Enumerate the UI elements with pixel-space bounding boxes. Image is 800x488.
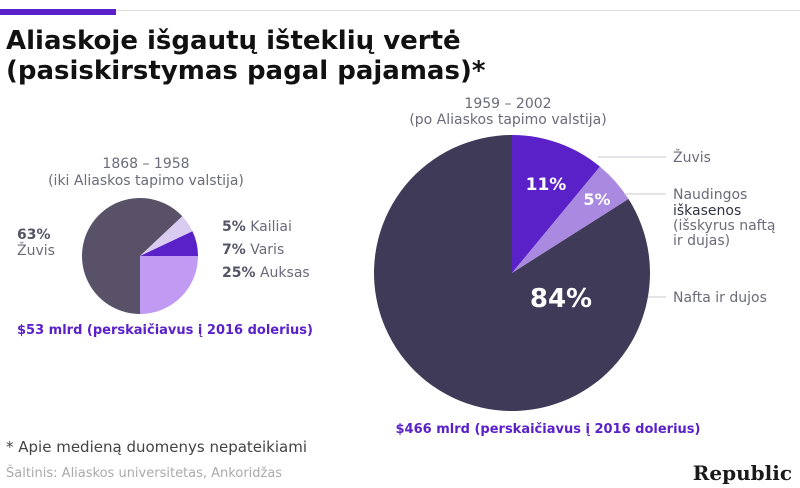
svg-text:5% Kailiai: 5% Kailiai: [222, 219, 292, 235]
svg-text:25% Auksas: 25% Auksas: [222, 265, 310, 281]
chart2-label-nafta: Nafta ir dujos: [673, 290, 767, 306]
pie-slice-zuvis: [81, 198, 183, 314]
chart1-label-zuvis-pct: 63%: [17, 227, 51, 243]
footnote: * Apie medieną duomenys nepateikiami: [6, 438, 308, 456]
pct-label: 5%: [222, 219, 246, 235]
chart2-total-note: $466 mlrd (perskaičiavus į 2016 dolerius…: [396, 422, 701, 437]
title-line-2: (pasiskirstymas pagal pajamas)*: [6, 56, 486, 86]
chart2-label-iskasenos: Naudingos iškasenos (išskyrus naftą ir d…: [673, 187, 780, 249]
pie-slice-varis: [140, 231, 198, 256]
pie-slice-zuvis: [512, 135, 600, 273]
source-note: Šaltinis: Aliaskos universitetas, Ankori…: [6, 466, 283, 481]
chart2-label-zuvis: Žuvis: [673, 148, 711, 166]
chart1-period: 1868 – 1958: [102, 156, 189, 172]
slice-label: Auksas: [260, 265, 310, 281]
iskasenos-line-1: Naudingos: [673, 187, 747, 203]
iskasenos-line-4: ir dujas): [673, 233, 730, 249]
chart1-label-auksas: 25% Auksas: [222, 265, 310, 281]
chart1-subtitle: (iki Aliaskos tapimo valstija): [48, 173, 244, 189]
page-title: Aliaskoje išgautų išteklių vertė (pasisk…: [6, 26, 766, 86]
chart1-label-varis: 7% Varis: [222, 242, 284, 258]
chart2-pct-nafta: 84%: [530, 284, 592, 314]
pct-label: 25%: [222, 265, 256, 281]
svg-text:7% Varis: 7% Varis: [222, 242, 284, 258]
iskasenos-line-2: iškasenos: [673, 203, 741, 219]
pie-chart-1959-2002: [374, 135, 651, 411]
chart2-subtitle: (po Aliaskos tapimo valstija): [409, 112, 606, 128]
pie-chart-1868-1958: [81, 198, 198, 314]
pct-label: 7%: [222, 242, 246, 258]
pie-slice-kailiai: [140, 216, 193, 256]
chart1-label-kailiai: 5% Kailiai: [222, 219, 292, 235]
pie-slice-auksas: [140, 256, 198, 314]
republic-logo: Republic: [692, 461, 792, 485]
pie-slice-nafta-ir-dujos: [374, 135, 651, 411]
chart1-label-zuvis: Žuvis: [17, 241, 55, 259]
slice-label: Varis: [250, 242, 284, 258]
chart2-pct-iskasenos: 5%: [583, 190, 610, 209]
brand-accent-bar: [0, 9, 116, 15]
iskasenos-line-3: (išskyrus naftą: [673, 218, 775, 234]
slice-label: Kailiai: [250, 219, 292, 235]
header-divider: [0, 10, 800, 11]
title-line-1: Aliaskoje išgautų išteklių vertė: [6, 26, 461, 56]
chart2-period: 1959 – 2002: [464, 96, 551, 112]
chart1-total-note: $53 mlrd (perskaičiavus į 2016 dolerius): [17, 323, 313, 338]
pie-slice-naudingos-iskasenos: [512, 166, 629, 273]
chart2-pct-zuvis: 11%: [526, 175, 567, 195]
